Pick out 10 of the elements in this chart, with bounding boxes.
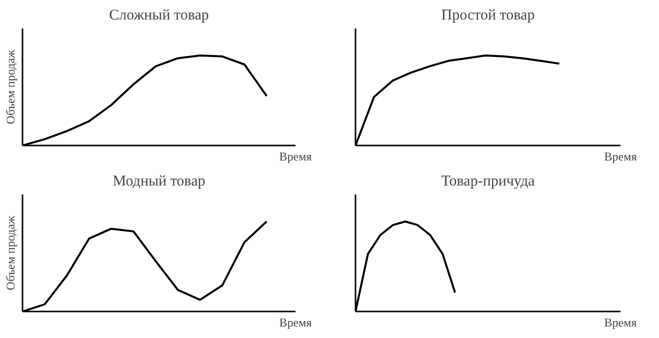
chart-title: Сложный товар <box>109 8 209 24</box>
chart-title: Модный товар <box>112 174 206 190</box>
x-axis-title: Время <box>604 316 638 330</box>
chart-title: Простой товар <box>441 8 535 24</box>
x-axis-title: Время <box>279 150 312 164</box>
y-axis-title: Объем продаж <box>4 49 18 124</box>
y-axis-title: Объем продаж <box>4 215 18 290</box>
chart-title: Товар-причуда <box>441 174 536 190</box>
x-axis-title: Время <box>279 316 312 330</box>
x-axis-title: Время <box>604 150 638 164</box>
